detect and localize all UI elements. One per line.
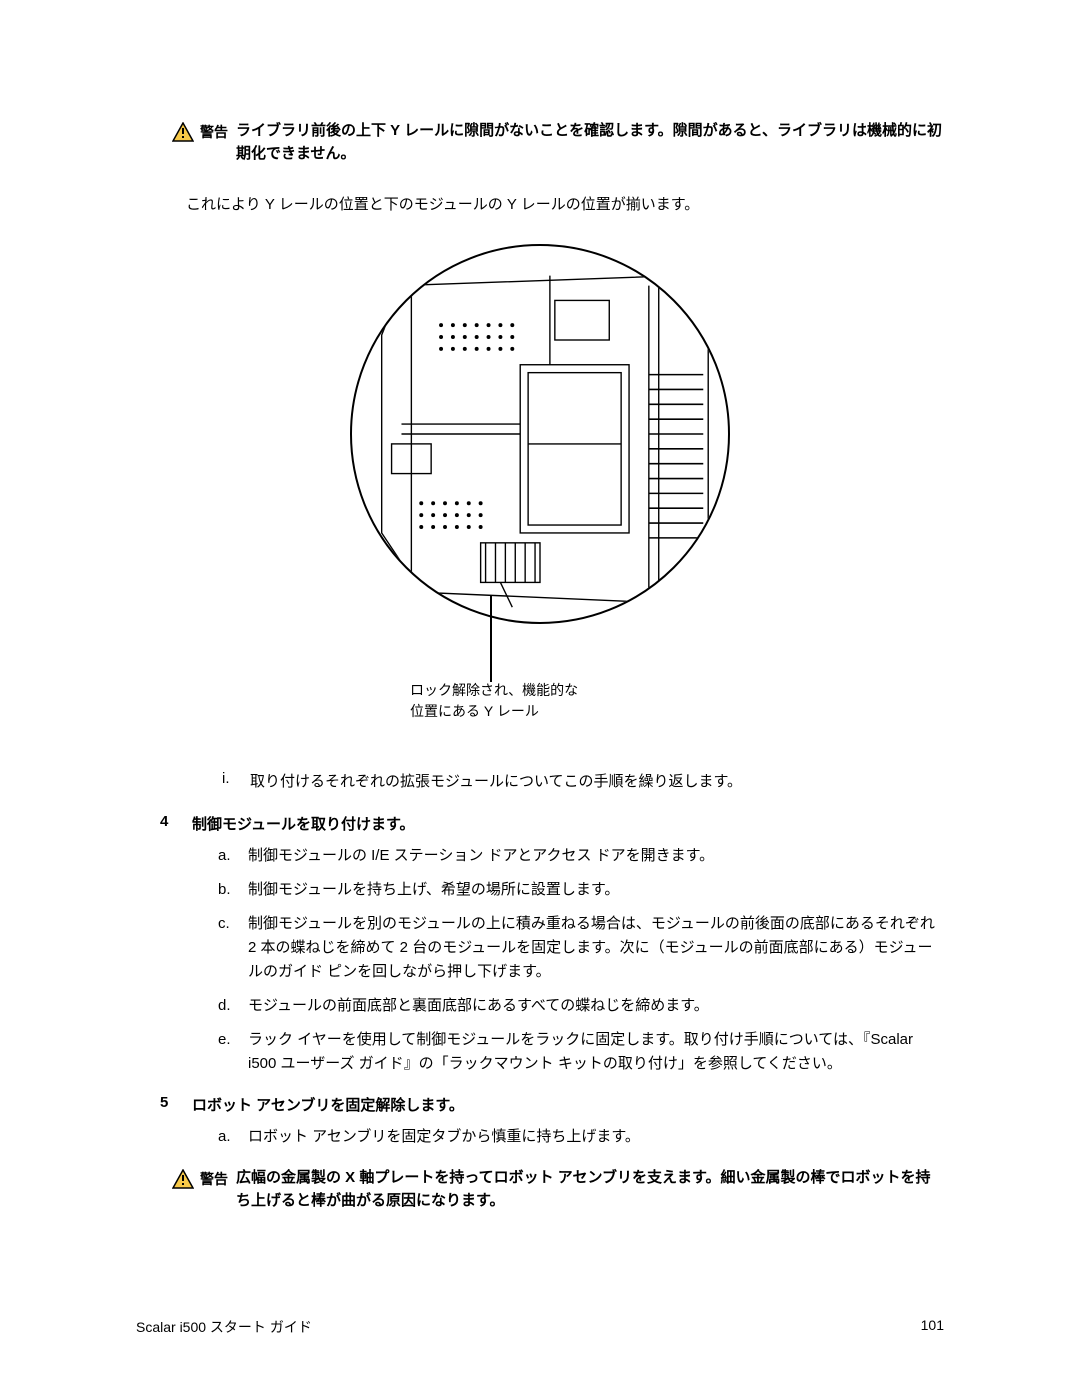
m-4e: e. (218, 1028, 238, 1076)
intro-text: これにより Y レールの位置と下のモジュールの Y レールの位置が揃います。 (186, 193, 944, 214)
step5-title: ロボット アセンブリを固定解除します。 (192, 1094, 464, 1115)
t-4c: 制御モジュールを別のモジュールの上に積み重ねる場合は、モジュールの前後面の底部に… (248, 912, 944, 984)
page: 警告 ライブラリ前後の上下 Y レールに隙間がないことを確認します。隙間があると… (0, 0, 1080, 1397)
step4-d: d. モジュールの前面底部と裏面底部にあるすべての蝶ねじを締めます。 (218, 994, 944, 1018)
t-4a: 制御モジュールの I/E ステーション ドアとアクセス ドアを開きます。 (248, 844, 714, 868)
warning-icon (172, 1169, 194, 1189)
diagram-drawing (352, 246, 728, 622)
step4-c: c.制御モジュールを別のモジュールの上に積み重ねる場合は、モジュールの前後面の底… (218, 912, 944, 984)
warning-text-1: ライブラリ前後の上下 Y レールに隙間がないことを確認します。隙間があると、ライ… (236, 120, 944, 165)
diagram-circle (350, 244, 730, 624)
step-5: 5 ロボット アセンブリを固定解除します。 (160, 1094, 944, 1115)
warning-label: 警告 (200, 122, 228, 142)
m-4b: b. (218, 878, 238, 902)
callout-line1: ロック解除され、機能的な (410, 682, 578, 698)
footer: Scalar i500 スタート ガイド 101 (136, 1317, 944, 1337)
m-4c: c. (218, 912, 238, 984)
diagram: ロック解除され、機能的な 位置にある Y レール (280, 244, 800, 734)
step4-a: a. 制御モジュールの I/E ステーション ドアとアクセス ドアを開きます。 (218, 844, 944, 868)
t-4b: 制御モジュールを持ち上げ、希望の場所に設置します。 (248, 878, 619, 902)
step4-num: 4 (160, 813, 180, 834)
step4-e: e.ラック イヤーを使用して制御モジュールをラックに固定します。取り付け手順につ… (218, 1028, 944, 1076)
m-5a: a. (218, 1125, 238, 1149)
warning-block-1: 警告 ライブラリ前後の上下 Y レールに隙間がないことを確認します。隙間があると… (172, 120, 944, 165)
footer-page-number: 101 (921, 1317, 944, 1337)
warning-icon (172, 122, 194, 142)
step5-num: 5 (160, 1094, 180, 1115)
footer-left: Scalar i500 スタート ガイド (136, 1317, 312, 1337)
marker-i: i. (222, 770, 238, 791)
step4-title: 制御モジュールを取り付けます。 (192, 813, 414, 834)
m-4d: d. (218, 994, 238, 1018)
warning-text-2: 広幅の金属製の X 軸プレートを持ってロボット アセンブリを支えます。細い金属製… (236, 1167, 944, 1212)
t-4e: ラック イヤーを使用して制御モジュールをラックに固定します。取り付け手順について… (248, 1028, 944, 1076)
m-4a: a. (218, 844, 238, 868)
step5-a: a. ロボット アセンブリを固定タブから慎重に持ち上げます。 (218, 1125, 944, 1149)
warning-icon-wrap-2: 警告 (172, 1167, 228, 1189)
step4-b: b. 制御モジュールを持ち上げ、希望の場所に設置します。 (218, 878, 944, 902)
t-5a: ロボット アセンブリを固定タブから慎重に持ち上げます。 (248, 1125, 640, 1149)
callout-text: ロック解除され、機能的な 位置にある Y レール (410, 680, 578, 722)
t-4d: モジュールの前面底部と裏面底部にあるすべての蝶ねじを締めます。 (248, 994, 709, 1018)
step-4: 4 制御モジュールを取り付けます。 (160, 813, 944, 834)
warning-block-2: 警告 広幅の金属製の X 軸プレートを持ってロボット アセンブリを支えます。細い… (172, 1167, 944, 1212)
callout-line (490, 596, 492, 682)
text-i: 取り付けるそれぞれの拡張モジュールについてこの手順を繰り返します。 (250, 770, 742, 791)
warning-label-2: 警告 (200, 1169, 228, 1189)
list-item-i: i. 取り付けるそれぞれの拡張モジュールについてこの手順を繰り返します。 (222, 770, 944, 791)
warning-icon-wrap: 警告 (172, 120, 228, 142)
step5-subs: a. ロボット アセンブリを固定タブから慎重に持ち上げます。 (218, 1125, 944, 1149)
step4-subs: a. 制御モジュールの I/E ステーション ドアとアクセス ドアを開きます。 b… (218, 844, 944, 1076)
callout-line2: 位置にある Y レール (410, 703, 539, 719)
